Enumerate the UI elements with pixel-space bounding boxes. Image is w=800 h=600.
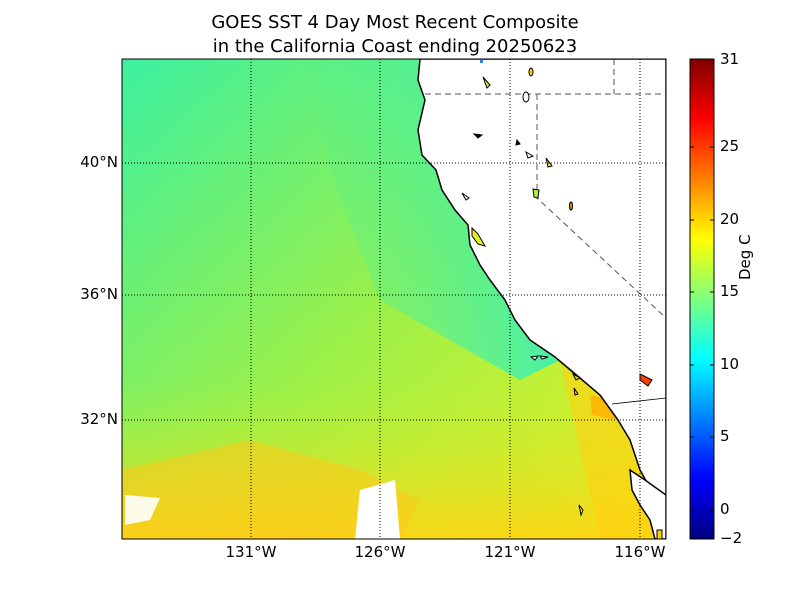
colorbar-tick-10: 10	[720, 355, 740, 373]
map-title-line1: GOES SST 4 Day Most Recent Composite	[211, 12, 579, 33]
lon-label-116: 116°W	[614, 543, 666, 561]
colorbar-tick-minus2: −2	[720, 529, 743, 547]
colorbar-tick-5: 5	[720, 427, 730, 445]
colorbar	[689, 58, 715, 540]
colorbar-tick-31: 31	[720, 50, 740, 68]
lat-label-32: 32°N	[80, 410, 118, 428]
sst-field	[122, 59, 666, 539]
colorbar-tick-15: 15	[720, 282, 740, 300]
colorbar-tick-0: 0	[720, 500, 730, 518]
colorbar-tick-20: 20	[720, 210, 740, 228]
lat-label-36: 36°N	[80, 285, 118, 303]
map-title-line2: in the California Coast ending 20250623	[212, 36, 578, 57]
colorbar-label: Deg C	[736, 234, 754, 280]
colorbar-tick-25: 25	[720, 137, 740, 155]
lon-label-131: 131°W	[225, 543, 277, 561]
lon-label-121: 121°W	[484, 543, 536, 561]
lat-label-40: 40°N	[80, 153, 118, 171]
lon-label-126: 126°W	[354, 543, 406, 561]
